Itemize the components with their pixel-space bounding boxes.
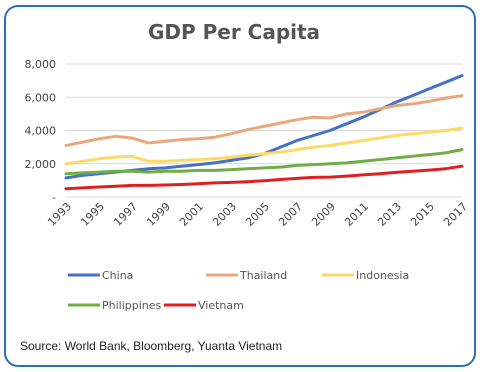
chart-title: GDP Per Capita [148,20,320,44]
chart-panel: GDP Per Capita - 2,000 4,000 6,000 8,000 199… [4,5,476,367]
x-tick-label: 2003 [210,200,239,229]
x-tick-label: 2017 [441,200,470,229]
legend-label-china: China [102,269,133,282]
legend-label-vietnam: Vietnam [198,299,244,312]
x-tick-label: 1995 [78,200,107,229]
gdp-per-capita-chart: GDP Per Capita - 2,000 4,000 6,000 8,000 199… [25,20,471,312]
x-tick-label: 1993 [45,200,74,229]
y-tick-label: 4,000 [25,125,57,138]
x-tick-label: 2009 [309,200,338,229]
legend-label-indonesia: Indonesia [356,269,409,282]
y-tick-label: 6,000 [25,91,57,104]
legend-label-thailand: Thailand [239,269,287,282]
x-tick-label: 1997 [111,200,140,229]
x-tick-label: 2015 [408,200,437,229]
series-line-thailand [64,94,464,147]
y-tick-label: 8,000 [25,58,57,71]
series-line-indonesia [64,126,464,166]
series-line-philippines [64,148,464,176]
x-axis-ticks: 1993 1995 1997 1999 2001 2003 2005 2007 2009 2011… [45,200,470,229]
x-tick-label: 2005 [243,200,272,229]
legend-label-philippines: Philippines [102,299,162,312]
gridlines [66,63,462,198]
y-axis-ticks: - 2,000 4,000 6,000 8,000 [25,58,57,204]
source-note: Source: World Bank, Bloomberg, Yuanta Vi… [20,339,283,353]
y-tick-label: 2,000 [25,158,57,171]
legend: China Thailand Indonesia Philippines Vietnam [68,269,409,312]
series-lines [64,74,464,191]
x-tick-label: 2011 [342,200,371,229]
y-tick-label: - [52,191,56,204]
series-line-vietnam [64,164,464,191]
x-tick-label: 1999 [144,200,173,229]
x-tick-label: 2013 [375,200,404,229]
x-tick-label: 2001 [177,200,206,229]
x-tick-label: 2007 [276,200,305,229]
